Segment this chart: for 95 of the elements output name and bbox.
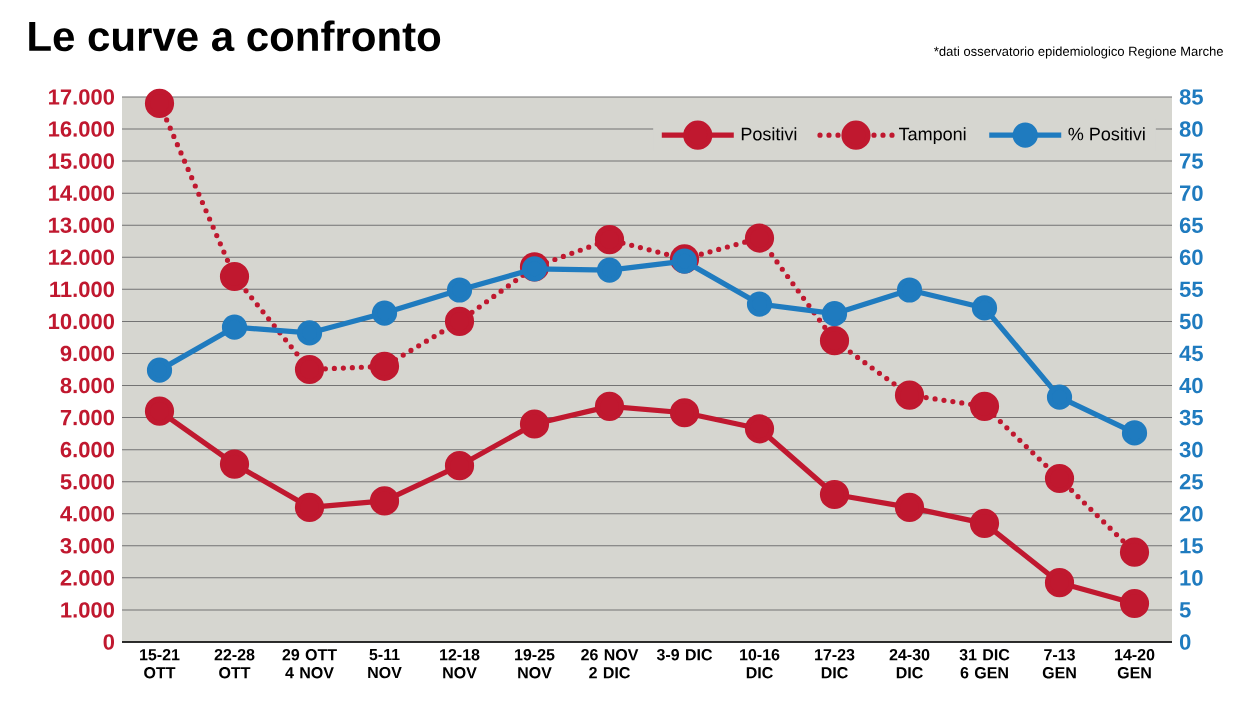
point: [519, 409, 550, 439]
x-tick-label: 22-28 OTT: [214, 649, 255, 679]
y-tick-label: 7.000: [60, 409, 115, 426]
y-tick-label: 16.000: [49, 121, 115, 137]
text: *dati osservatorio epidemiologico Regione Marche: [934, 46, 1223, 59]
point: [219, 261, 250, 292]
x-tick-label: 19-25 NOV: [515, 649, 555, 679]
point: [521, 256, 548, 282]
y2-tick-label: 65: [1179, 217, 1203, 234]
legend-label: Tamponi: [899, 127, 966, 144]
point: [744, 414, 775, 444]
point: [746, 291, 773, 317]
legend-label: % Positivi: [1068, 127, 1145, 141]
y-tick-label: 13.000: [49, 217, 115, 234]
y-tick-label: 3.000: [60, 538, 115, 554]
x-tick-label: 3-9 DIC: [656, 649, 713, 661]
y2-tick-label: 5: [1179, 602, 1191, 618]
point: [1046, 384, 1073, 410]
y-tick-label: 5.000: [60, 473, 115, 490]
y-tick-label: 12.000: [49, 249, 115, 266]
y2-tick-label: 30: [1179, 441, 1203, 458]
point: [1044, 463, 1075, 494]
point: [669, 398, 700, 428]
x-tick-label: 26 NOV 2 DIC: [581, 649, 639, 679]
point: [446, 277, 473, 303]
x-tick-label: 7-13 GEN: [1042, 649, 1076, 679]
point: [221, 314, 248, 340]
y-tick-label: 14.000: [49, 185, 115, 201]
chart-title: Le curve a confronto: [29, 20, 441, 52]
x-tick-label: 10-16 DIC: [740, 649, 780, 679]
y2-tick-label: 45: [1179, 345, 1203, 362]
y2-tick-label: 85: [1179, 89, 1203, 105]
y2-tick-label: 20: [1179, 505, 1203, 522]
y-tick-label: 11.000: [50, 281, 115, 298]
x-tick-label: 17-23 DIC: [815, 649, 855, 679]
point: [596, 257, 623, 283]
point: [444, 306, 475, 336]
point: [371, 300, 398, 326]
y-tick-label: 8.000: [60, 377, 115, 394]
y-tick-label: 1.000: [61, 602, 115, 618]
y2-tick-label: 75: [1180, 153, 1203, 169]
y2-tick-label: 25: [1179, 473, 1203, 490]
y-tick-label: 9.000: [60, 345, 115, 362]
point: [969, 508, 1000, 538]
point: [896, 277, 923, 303]
point: [219, 449, 250, 479]
y2-tick-label: 80: [1179, 121, 1203, 137]
y-tick-label: 2.000: [60, 570, 115, 586]
y2-tick-label: 55: [1179, 281, 1203, 298]
point: [1121, 420, 1148, 446]
x-tick-label: 12-18 NOV: [440, 649, 480, 679]
point: [819, 326, 850, 356]
point: [594, 391, 625, 421]
legend-label: Positivi: [741, 127, 797, 141]
point: [369, 486, 400, 516]
y-tick-label: 15.000: [49, 153, 115, 169]
point: [444, 451, 475, 481]
y2-tick-label: 70: [1180, 185, 1203, 201]
point: [294, 354, 325, 385]
y-tick-label: 10.000: [49, 313, 115, 330]
point: [144, 396, 175, 426]
y-tick-label: 6.000: [60, 441, 115, 458]
y2-tick-label: 10: [1180, 570, 1203, 586]
y2-tick-label: 0: [1179, 634, 1191, 650]
x-tick-label: 24-30 DIC: [889, 649, 930, 679]
point: [594, 225, 625, 255]
point: [1044, 568, 1075, 598]
point: [894, 380, 925, 410]
point: [369, 351, 400, 381]
x-tick-label: 5-11 NOV: [368, 649, 402, 679]
x-tick-label: 29 OTT 4 NOV: [282, 649, 337, 679]
x-tick-label: 31 DIC 6 GEN: [959, 649, 1010, 679]
y2-tick-label: 15: [1180, 538, 1203, 554]
y2-tick-label: 60: [1179, 249, 1203, 266]
y2-tick-label: 50: [1179, 313, 1203, 330]
x-tick-label: 14-20 GEN: [1115, 649, 1155, 679]
x-tick-label: 15-21 OTT: [140, 649, 180, 679]
point: [671, 248, 698, 274]
point: [744, 223, 775, 253]
y2-tick-label: 40: [1179, 377, 1203, 394]
point: [894, 492, 925, 522]
point: [296, 320, 323, 346]
point: [971, 295, 998, 321]
point: [969, 391, 1000, 421]
point: [146, 357, 173, 383]
y-tick-label: 4.000: [60, 505, 115, 522]
point: [821, 301, 848, 327]
point: [1119, 588, 1150, 619]
y-tick-label: 0: [103, 634, 115, 650]
y-tick-label: 17.000: [49, 89, 115, 105]
y2-tick-label: 35: [1179, 409, 1203, 426]
point: [144, 88, 175, 118]
point: [294, 492, 325, 522]
point: [1119, 537, 1150, 567]
point: [819, 479, 850, 510]
